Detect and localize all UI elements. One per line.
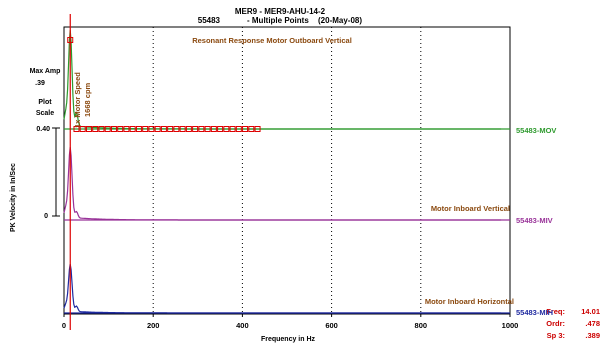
harmonic-marker [235,126,242,132]
x-tick-layer: 0 200 400 600 800 1000 [62,314,518,330]
x-tick-label: 400 [236,321,249,330]
harmonic-marker [198,126,205,132]
plot-scale-label-1: Plot [38,99,52,106]
chart-title: MER9 - MER9-AHU-14-2 [235,7,326,16]
harmonic-marker [210,126,217,132]
harmonic-marker [217,126,224,132]
harmonic-marker [92,126,99,132]
harmonic-marker [154,126,161,132]
plot-scale-label-2: Scale [36,110,54,117]
y-axis-label: PK Velocity in In/Sec [10,163,17,232]
series-name-55483-mov: 55483-MOV [516,126,556,135]
harmonic-marker [192,126,199,132]
scale-zero-label: 0 [44,213,48,220]
harmonic-marker [98,126,105,132]
harmonic-marker [104,126,111,132]
max-amp-value: .39 [35,80,45,87]
series-desc-55483-miv: Motor Inboard Vertical [431,204,510,213]
harmonic-marker [142,126,149,132]
readout-order-label: Ordr: [546,319,565,328]
harmonic-marker [110,126,117,132]
series-name-55483-miv: 55483-MIV [516,216,553,225]
chart-subtitle-date: (20-May-08) [318,16,362,25]
harmonic-marker [179,126,186,132]
series-desc-55483-mih: Motor Inboard Horizontal [425,297,514,306]
series-line-55483-mov [63,30,510,130]
readout-order-value: .478 [585,319,600,328]
harmonic-marker [185,126,192,132]
harmonic-marker [204,126,211,132]
readout-speed-label: Sp 3: [547,331,565,340]
harmonic-marker [167,126,174,132]
readout-speed-value: .389 [585,331,600,340]
series-desc-55483-mov: Resonant Response Motor Outboard Vertica… [192,36,352,45]
grid-layer [152,27,422,314]
harmonic-marker [85,126,92,132]
cursor-layer: 1x Motor Speed 1668 cpm [69,14,92,330]
harmonic-marker [73,126,80,132]
x-tick-label: 1000 [502,321,519,330]
harmonic-marker [160,126,167,132]
chart-subtitle-id: 55483 [198,16,221,25]
harmonic-marker [129,126,136,132]
harmonic-marker-layer [67,37,261,132]
x-tick-label: 200 [147,321,160,330]
harmonic-marker [242,126,249,132]
harmonic-marker [248,126,255,132]
harmonic-marker [117,126,124,132]
cursor-label-cpm: 1668 cpm [83,82,92,117]
x-tick-label: 800 [415,321,428,330]
plot-frame [63,26,511,315]
x-axis-label: Frequency in Hz [261,336,316,343]
cursor-readout: Freq: 14.01 Ordr: .478 Sp 3: .389 [546,307,600,340]
x-tick-label: 0 [62,321,66,330]
harmonic-marker [135,126,142,132]
harmonic-marker [173,126,180,132]
readout-freq-value: 14.01 [581,307,600,316]
harmonic-marker [223,126,230,132]
series-name-55483-mih: 55483-MIH [516,308,553,317]
readout-freq-label: Freq: [546,307,565,316]
series-layer: Resonant Response Motor Outboard Vertica… [63,30,556,317]
harmonic-marker [254,126,261,132]
harmonic-marker [229,126,236,132]
harmonic-marker [148,126,155,132]
x-tick-label: 600 [325,321,338,330]
max-amp-label: Max Amp [30,68,61,75]
cursor-label-speed: 1x Motor Speed [73,72,82,128]
harmonic-marker [79,126,86,132]
scale-top-label: 0.40 [36,126,50,133]
chart-subtitle-desc: - Multiple Points [247,16,309,25]
harmonic-marker [123,126,130,132]
